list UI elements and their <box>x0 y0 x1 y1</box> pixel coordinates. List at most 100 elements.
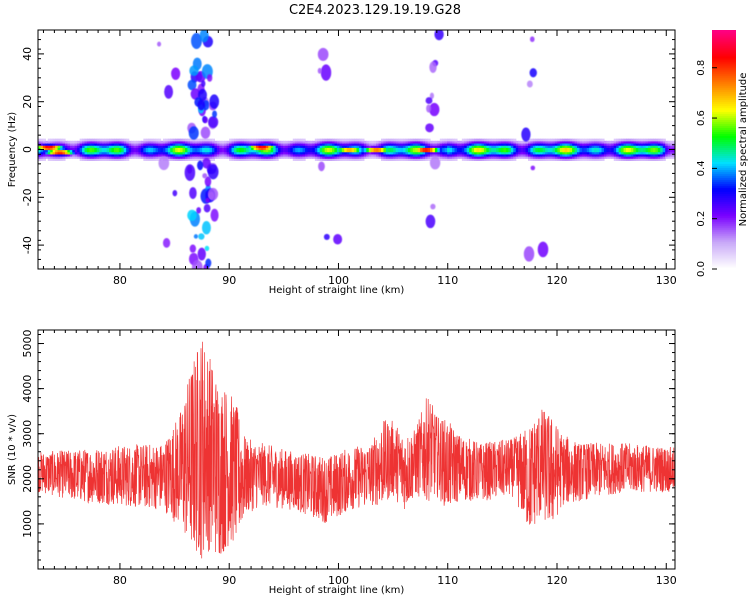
heatmap-cell <box>557 138 561 142</box>
heatmap-cell <box>60 138 64 142</box>
heatmap-cell <box>82 140 86 144</box>
heatmap-cell <box>613 140 617 144</box>
heatmap-cell <box>236 158 240 161</box>
heatmap-cell <box>456 151 460 155</box>
heatmap-cell <box>638 149 642 153</box>
heatmap-cell <box>667 140 671 144</box>
heatmap-cell <box>422 156 426 159</box>
heatmap-cell <box>398 158 402 161</box>
heatmap-cell <box>550 151 554 155</box>
heatmap-cell <box>263 149 267 153</box>
heatmap-cell <box>258 138 262 142</box>
heatmap-cell <box>185 151 189 155</box>
heatmap-cell <box>361 156 365 159</box>
heatmap-cell <box>422 158 426 161</box>
heatmap-cell <box>258 145 262 148</box>
heatmap-cell <box>172 156 176 159</box>
heatmap-cell <box>459 145 463 148</box>
heatmap-cell <box>638 147 642 151</box>
heatmap-cell <box>251 153 255 157</box>
heatmap-cell <box>50 140 54 144</box>
heatmap-cell <box>643 158 647 161</box>
heatmap-cell <box>160 145 164 148</box>
heatmap-cell <box>182 142 186 146</box>
heatmap-cell <box>346 145 350 148</box>
heatmap-cell <box>270 156 274 159</box>
heatmap-cell <box>535 138 539 142</box>
heatmap-cell <box>349 145 353 148</box>
heatmap-cell <box>432 147 436 151</box>
heatmap-cell <box>329 153 333 157</box>
heatmap-cell <box>633 145 637 148</box>
heatmap-cell <box>180 145 184 148</box>
heatmap-cell <box>55 158 59 161</box>
heatmap-cell <box>136 145 140 148</box>
heatmap-cell <box>219 142 223 146</box>
heatmap-cell <box>505 153 509 157</box>
spectral-blob <box>191 32 202 49</box>
heatmap-cell <box>466 138 470 142</box>
heatmap-cell <box>45 149 49 153</box>
heatmap-cell <box>471 156 475 159</box>
heatmap-cell <box>216 145 220 148</box>
colorbar-segment <box>712 85 736 89</box>
heatmap-cell <box>564 156 568 159</box>
heatmap-cell <box>202 156 206 159</box>
heatmap-cell <box>638 153 642 157</box>
heatmap-cell <box>57 138 61 142</box>
heatmap-cell <box>398 153 402 157</box>
heatmap-cell <box>415 145 419 148</box>
heatmap-cell <box>439 158 443 161</box>
heatmap-cell <box>199 140 203 144</box>
heatmap-cell <box>94 153 98 157</box>
heatmap-cell <box>300 138 304 142</box>
heatmap-cell <box>481 153 485 157</box>
heatmap-cell <box>385 140 389 144</box>
heatmap-cell <box>238 140 242 144</box>
heatmap-cell <box>256 151 260 155</box>
heatmap-cell <box>38 151 42 155</box>
heatmap-cell <box>471 147 475 151</box>
heatmap-cell <box>226 149 230 153</box>
heatmap-cell <box>60 156 64 159</box>
heatmap-cell <box>334 142 338 146</box>
heatmap-cell <box>87 147 91 151</box>
heatmap-cell <box>238 153 242 157</box>
heatmap-cell <box>40 145 44 148</box>
heatmap-cell <box>449 138 453 142</box>
heatmap-cell <box>454 158 458 161</box>
heatmap-cell <box>170 145 174 148</box>
heatmap-cell <box>258 149 262 153</box>
heatmap-cell <box>452 156 456 159</box>
heatmap-cell <box>528 140 532 144</box>
heatmap-cell <box>351 138 355 142</box>
heatmap-cell <box>474 142 478 146</box>
heatmap-cell <box>268 142 272 146</box>
heatmap-cell <box>430 140 434 144</box>
heatmap-cell <box>616 138 620 142</box>
heatmap-cell <box>591 149 595 153</box>
heatmap-cell <box>300 156 304 159</box>
heatmap-cell <box>589 138 593 142</box>
colorbar-segment <box>712 221 736 224</box>
heatmap-cell <box>417 147 421 151</box>
heatmap-cell <box>175 158 179 161</box>
heatmap-cell <box>341 149 345 153</box>
heatmap-cell <box>550 145 554 148</box>
heatmap-cell <box>503 158 507 161</box>
heatmap-cell <box>140 149 144 153</box>
colorbar-segment <box>712 123 736 127</box>
heatmap-cell <box>148 140 152 144</box>
heatmap-cell <box>177 151 181 155</box>
colorbar-segment <box>712 91 736 95</box>
heatmap-cell <box>518 151 522 155</box>
heatmap-cell <box>581 145 585 148</box>
heatmap-cell <box>591 138 595 142</box>
heatmap-cell <box>175 142 179 146</box>
heatmap-cell <box>523 145 527 148</box>
heatmap-cell <box>422 153 426 157</box>
heatmap-cell <box>447 151 451 155</box>
heatmap-cell <box>273 158 277 161</box>
heatmap-cell <box>498 147 502 151</box>
heatmap-cell <box>530 138 534 142</box>
